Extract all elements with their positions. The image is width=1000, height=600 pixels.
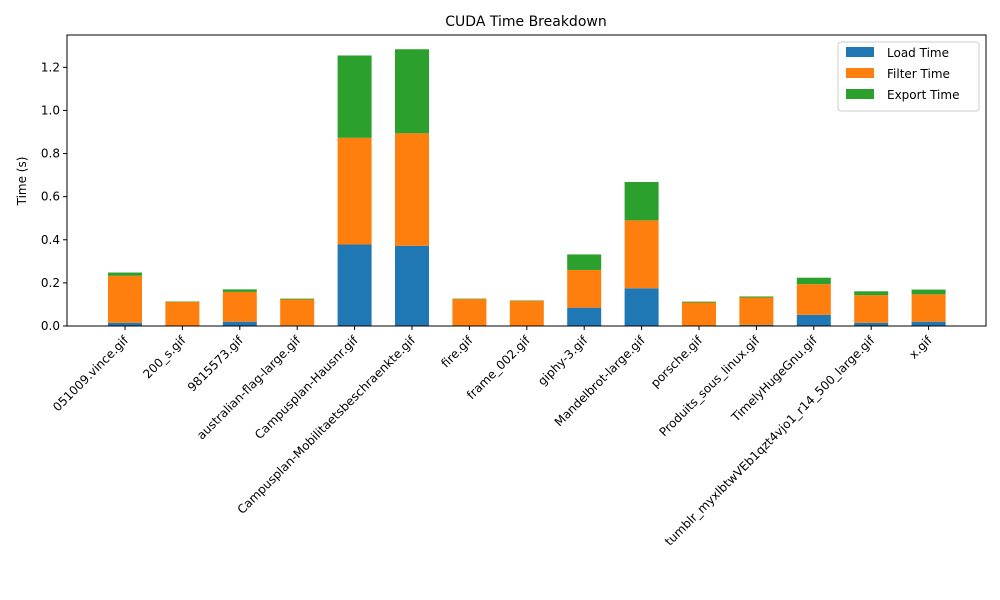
bar-filter-time-8 — [567, 269, 602, 308]
bar-filter-time-5 — [395, 133, 429, 246]
bar-filter-time-11 — [739, 297, 774, 325]
bar-export-time-9 — [624, 182, 659, 221]
bar-load-time-0 — [108, 322, 142, 326]
bar-filter-time-14 — [911, 294, 946, 322]
bar-load-time-9 — [624, 288, 659, 326]
legend-swatch-export-time — [846, 89, 874, 99]
bar-load-time-12 — [796, 314, 831, 326]
bar-export-time-4 — [337, 55, 372, 138]
y-tick-label: 0.4 — [41, 233, 60, 247]
bars-layer — [108, 49, 946, 326]
bar-filter-time-2 — [222, 291, 257, 322]
y-tick-label: 0.2 — [41, 276, 60, 290]
bar-export-time-3 — [280, 298, 315, 300]
bar-export-time-10 — [682, 301, 716, 303]
bar-load-time-5 — [395, 245, 429, 326]
y-tick-label: 1.0 — [41, 103, 60, 117]
bar-export-time-2 — [222, 289, 257, 292]
bar-filter-time-9 — [624, 220, 659, 289]
y-tick-label: 0.6 — [41, 190, 60, 204]
bar-export-time-5 — [395, 49, 429, 134]
bar-load-time-13 — [854, 322, 889, 326]
legend-label: Load Time — [887, 46, 949, 60]
y-axis: 0.0 0.2 0.4 0.6 0.8 1.0 1.2 — [41, 60, 67, 333]
bar-filter-time-12 — [796, 284, 831, 315]
bar-filter-time-4 — [337, 137, 372, 245]
legend-swatch-load-time — [846, 47, 874, 57]
legend-swatch-filter-time — [846, 68, 874, 78]
bar-export-time-13 — [854, 291, 889, 296]
bar-export-time-14 — [911, 289, 946, 295]
bar-load-time-11 — [739, 324, 774, 326]
bar-export-time-12 — [796, 277, 831, 285]
y-axis-label: Time (s) — [15, 157, 29, 207]
bar-export-time-11 — [739, 296, 774, 298]
bar-filter-time-13 — [854, 295, 889, 323]
legend-label: Export Time — [887, 88, 959, 102]
bar-filter-time-3 — [280, 299, 315, 326]
bar-load-time-2 — [222, 321, 257, 326]
y-tick-label: 0.8 — [41, 147, 60, 161]
bar-export-time-8 — [567, 254, 602, 270]
bar-load-time-4 — [337, 244, 372, 326]
legend-label: Filter Time — [887, 67, 950, 81]
legend: Load Time Filter Time Export Time — [837, 41, 980, 112]
bar-filter-time-0 — [108, 275, 142, 323]
bar-filter-time-1 — [165, 301, 200, 326]
chart-title: CUDA Time Breakdown — [445, 14, 606, 30]
bar-export-time-0 — [108, 272, 142, 276]
y-tick-label: 1.2 — [41, 60, 60, 74]
bar-filter-time-7 — [509, 300, 544, 326]
bar-load-time-8 — [567, 307, 602, 326]
y-tick-label: 0.0 — [41, 319, 60, 333]
bar-filter-time-6 — [452, 299, 487, 326]
bar-filter-time-10 — [682, 302, 716, 326]
bar-load-time-14 — [911, 321, 946, 326]
